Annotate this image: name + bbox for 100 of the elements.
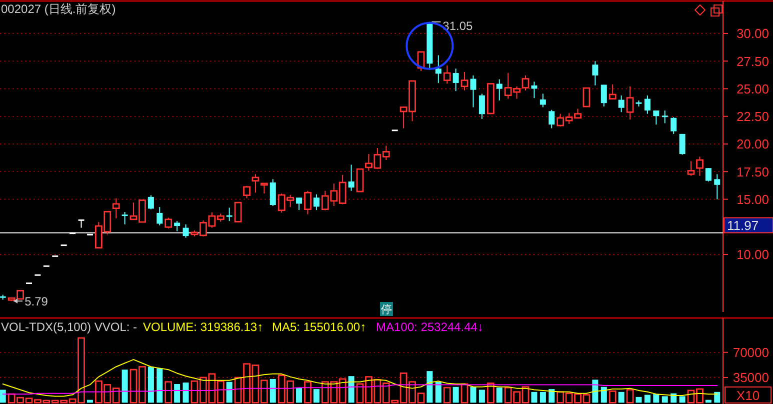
candlestick	[644, 94, 650, 114]
candlestick	[304, 190, 312, 215]
y-tick-label: 22.50	[736, 109, 769, 124]
candlestick	[582, 87, 590, 108]
bar	[443, 386, 451, 404]
candlestick	[705, 168, 712, 182]
candlestick	[696, 156, 704, 176]
bar	[679, 396, 686, 403]
bar	[626, 389, 634, 404]
bar	[618, 392, 624, 403]
bar	[313, 389, 320, 403]
y-tick-label: 15.00	[736, 192, 769, 207]
bar	[714, 392, 720, 403]
bar	[496, 388, 502, 403]
suspension-badge: 停	[380, 302, 393, 316]
candlestick	[348, 164, 354, 192]
bar	[653, 394, 660, 403]
bar	[164, 381, 172, 404]
candlestick	[270, 178, 276, 206]
candlestick	[531, 81, 538, 99]
bar	[636, 396, 642, 403]
candlestick	[662, 110, 668, 124]
candlestick	[164, 217, 172, 229]
bar	[452, 386, 459, 403]
bar	[174, 384, 180, 403]
candlestick	[478, 93, 485, 120]
candlestick	[460, 71, 468, 91]
bar	[182, 382, 189, 403]
candlestick	[243, 185, 250, 199]
chart-title: VOL-TDX(5,100) VVOL: -	[1, 320, 138, 334]
line-series	[2, 384, 718, 395]
candlestick	[226, 207, 232, 222]
bar	[662, 396, 668, 403]
bar	[148, 366, 154, 403]
bar	[435, 382, 442, 403]
bar	[531, 392, 538, 403]
bar	[608, 390, 616, 404]
bar	[470, 386, 476, 403]
candlestick	[452, 68, 459, 92]
candlestick	[182, 224, 189, 238]
bar	[296, 388, 302, 403]
candlestick	[626, 86, 634, 120]
candlestick	[313, 194, 320, 210]
annotation: 31.05	[442, 19, 474, 34]
y-tick-label: 17.50	[736, 164, 769, 180]
y-tick-label: 20.00	[736, 136, 769, 152]
candlestick	[148, 194, 154, 210]
candlestick	[174, 220, 180, 232]
candlestick	[540, 93, 546, 108]
bar	[600, 386, 607, 403]
candlestick	[435, 54, 442, 84]
bar	[226, 382, 232, 403]
y-tick-label: 25.00	[736, 81, 769, 96]
candlestick	[443, 65, 451, 84]
candlestick	[496, 78, 502, 101]
bar	[478, 390, 485, 403]
bar	[270, 378, 276, 403]
text: MA100: 253244.44↓	[376, 320, 484, 334]
y-tick-label: 10.00	[736, 247, 769, 262]
ref-line-label: 11.97	[727, 218, 759, 234]
bar	[540, 392, 546, 403]
candlestick	[156, 206, 163, 226]
candlestick	[112, 198, 120, 219]
text: X10	[736, 388, 760, 403]
y-tick-label: 70000	[732, 345, 769, 360]
text: MA5: 155016.00↑	[272, 320, 366, 334]
annotation: VOLUME: 319386.13↑	[143, 320, 264, 334]
candlestick	[122, 211, 128, 225]
candlestick	[296, 197, 302, 210]
bar	[304, 381, 312, 404]
candlestick	[356, 168, 364, 192]
candlestick	[470, 74, 476, 108]
candlestick	[600, 84, 607, 108]
candlestick	[653, 110, 660, 126]
candlestick	[548, 109, 555, 129]
annotation: 5.79	[24, 294, 48, 308]
candlestick	[670, 116, 677, 134]
line-series	[2, 359, 718, 397]
chart-title: 002027 (日线.前复权)	[1, 2, 116, 16]
bar	[644, 394, 650, 403]
candlestick	[618, 94, 624, 113]
candlestick	[234, 202, 242, 222]
candlestick	[608, 84, 616, 100]
bar	[156, 368, 163, 403]
candlestick	[714, 174, 720, 200]
bar	[592, 380, 598, 403]
bar	[0, 390, 6, 403]
candlestick	[252, 174, 260, 194]
candlestick	[679, 133, 686, 156]
y-tick-label: 27.50	[736, 54, 769, 69]
candlestick	[687, 160, 695, 176]
y-tick-label: 35000	[732, 370, 769, 386]
candlestick	[78, 219, 84, 228]
bar	[548, 389, 555, 403]
bar	[348, 376, 354, 403]
y-tick-label: 30.00	[736, 26, 769, 42]
bar	[122, 370, 128, 403]
candlestick	[592, 60, 598, 86]
candlestick	[260, 182, 268, 194]
bar	[426, 371, 433, 403]
